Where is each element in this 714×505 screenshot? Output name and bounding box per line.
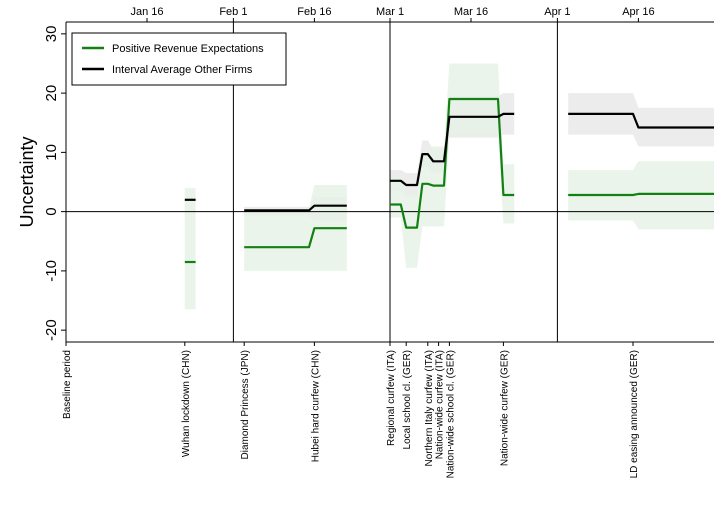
ci-band-other-firms-3 [568, 93, 714, 147]
y-tick-label: 30 [43, 26, 60, 43]
legend-label-other-firms: Interval Average Other Firms [112, 64, 253, 76]
event-label: Baseline period [62, 350, 73, 419]
event-labels: Baseline period Wuhan lockdown (CHN) Diamo… [62, 342, 640, 478]
ci-band-positive-revenue-3 [568, 161, 714, 230]
y-tick-label: -10 [43, 260, 60, 282]
event-label: Northern Italy curfew (ITA) [424, 350, 435, 467]
event-label: Nation-wide school cl. (GER) [445, 350, 456, 478]
legend-label-positive-revenue: Positive Revenue Expectations [112, 43, 264, 55]
y-tick-label: 20 [43, 85, 60, 102]
top-tick-label: Apr 1 [544, 6, 570, 18]
series-line-other-firms-3 [568, 112, 714, 129]
y-tick-label: 10 [43, 144, 60, 161]
top-tick-label: Mar 16 [454, 6, 488, 18]
y-tick-label: 0 [43, 207, 60, 215]
series-line-positive-revenue-2 [390, 97, 515, 229]
top-tick-label: Apr 16 [622, 6, 654, 18]
ci-band-positive-revenue-2 [390, 63, 515, 268]
series-line-other-firms-1 [244, 204, 347, 212]
event-label: Nation-wide curfew (GER) [499, 350, 510, 466]
ci-band-positive-revenue-0 [184, 187, 196, 310]
series-line-positive-revenue-1 [244, 227, 347, 249]
y-tick-label: -20 [43, 319, 60, 341]
series-line-positive-revenue-3 [568, 192, 714, 197]
top-tick-label: Mar 1 [376, 6, 404, 18]
top-tick-label: Jan 16 [130, 6, 163, 18]
legend: Positive Revenue Expectations Interval Av… [71, 32, 287, 86]
event-label: Hubei hard curfew (CHN) [310, 350, 321, 462]
event-label: Local school cl. (GER) [402, 350, 413, 449]
top-tick-label: Feb 1 [219, 6, 247, 18]
event-label: Regional curfew (ITA) [386, 350, 397, 446]
series-line-other-firms-2 [390, 112, 515, 187]
top-tick-label: Feb 16 [297, 6, 331, 18]
event-label: LD easing announced (GER) [629, 350, 640, 478]
y-axis-label: Uncertainty [17, 136, 37, 227]
event-label: Diamond Princess (JPN) [240, 350, 251, 459]
series-lines [184, 97, 714, 264]
event-label: Nation-wide curfew (ITA) [435, 350, 446, 459]
legend-box [71, 32, 287, 86]
event-label: Wuhan lockdown (CHN) [181, 350, 192, 457]
